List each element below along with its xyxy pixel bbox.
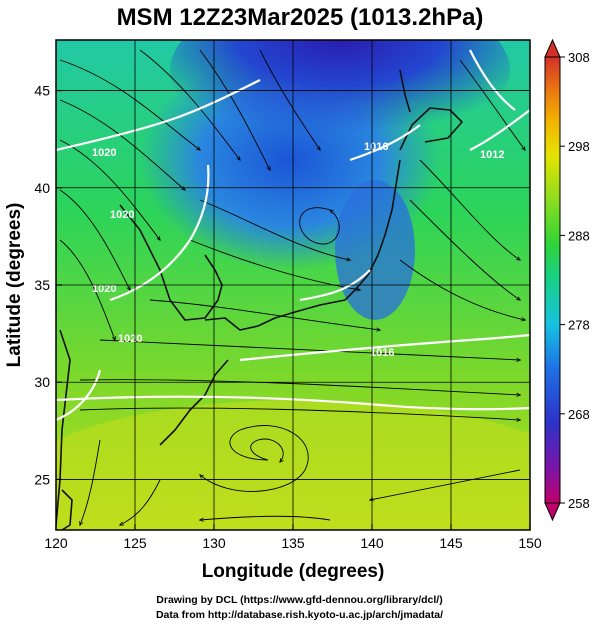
colorbar-gradient — [544, 56, 561, 504]
y-tick-label: 45 — [34, 83, 50, 99]
isobar — [349, 124, 421, 162]
isobar-label: 1020 — [118, 333, 142, 345]
coastlines — [56, 69, 463, 530]
colorbar-tick-label: 278 — [568, 318, 590, 333]
isobar — [56, 369, 102, 422]
colorbar-tick-label: 298 — [568, 139, 590, 154]
isobar-label: 1020 — [110, 209, 134, 221]
streamline — [370, 469, 521, 500]
y-axis: 25 30 35 40 45 — [34, 83, 62, 487]
streamline — [399, 259, 525, 320]
isobar-label: 1020 — [92, 147, 116, 159]
isobar-label: 1020 — [92, 283, 116, 295]
streamline — [200, 425, 309, 492]
streamline — [59, 99, 185, 190]
streamline — [200, 515, 331, 520]
colorbar: 308 298 288 278 268 258 — [544, 38, 590, 522]
isobar-label: 1016 — [364, 141, 388, 153]
cold-air-north — [170, 40, 510, 150]
isobar-label: 1016 — [370, 347, 394, 359]
isobar-labels: 1020 1016 1012 1020 1020 1016 1020 — [92, 141, 504, 359]
figure-title: MSM 12Z23Mar2025 (1013.2hPa) — [117, 4, 484, 31]
colorbar-tick-label: 258 — [568, 496, 590, 511]
isobar — [469, 49, 516, 111]
y-tick-label: 40 — [34, 180, 50, 196]
streamline — [79, 379, 520, 395]
x-tick-label: 125 — [123, 535, 147, 551]
kyushu-shikoku-coastline — [204, 289, 356, 331]
x-axis: 120 125 130 135 140 145 150 — [44, 524, 542, 551]
ryukyu-islands — [159, 359, 229, 446]
credit-data: Data from http://database.rish.kyoto-u.a… — [155, 609, 444, 621]
isobar — [56, 395, 530, 411]
streamline — [139, 49, 240, 160]
streamline — [120, 479, 161, 525]
streamline — [99, 339, 520, 360]
y-tick-label: 35 — [34, 277, 50, 293]
isobar — [469, 109, 530, 151]
colorbar-top-arrow — [544, 38, 561, 58]
colorbar-tick-label: 288 — [568, 228, 590, 243]
colorbar-tick-label: 268 — [568, 407, 590, 422]
x-tick-label: 140 — [360, 535, 384, 551]
lat-lon-grid — [56, 40, 530, 530]
x-tick-label: 120 — [44, 535, 68, 551]
streamline — [59, 139, 160, 240]
streamline — [79, 407, 520, 420]
isobar — [299, 269, 371, 302]
korea-coastline — [119, 204, 223, 321]
streamline — [459, 59, 525, 150]
streamline — [409, 199, 520, 300]
y-axis-title: Latitude (degrees) — [4, 203, 25, 368]
isobars — [56, 49, 530, 422]
x-axis-title: Longitude (degrees) — [202, 561, 385, 582]
streamline — [419, 159, 520, 260]
credit-drawing: Drawing by DCL (https://www.gfd-dennou.o… — [156, 594, 443, 606]
colorbar-ticks: 308 298 288 278 268 258 — [560, 50, 590, 511]
x-tick-label: 130 — [202, 535, 226, 551]
streamline — [259, 49, 320, 150]
colorbar-tick-label: 308 — [568, 50, 590, 65]
streamline — [189, 239, 360, 290]
y-tick-label: 30 — [34, 374, 50, 390]
x-tick-label: 135 — [281, 535, 305, 551]
y-tick-label: 25 — [34, 471, 50, 487]
streamline — [299, 207, 340, 245]
isobar — [109, 164, 210, 302]
x-tick-label: 150 — [518, 535, 542, 551]
sakhalin-coastline — [399, 69, 411, 113]
china-coastline — [56, 329, 71, 526]
streamline — [80, 439, 101, 525]
isobar — [239, 333, 530, 362]
isobar-label: 1012 — [480, 149, 504, 161]
streamline — [199, 49, 270, 170]
colorbar-bottom-arrow — [544, 502, 561, 522]
streamline — [59, 189, 130, 290]
streamline — [59, 239, 115, 340]
streamline — [149, 299, 380, 330]
wind-streamlines — [59, 49, 525, 525]
streamline — [199, 199, 350, 260]
taiwan-coastline — [61, 489, 73, 530]
honshu-coastline — [354, 159, 401, 291]
x-tick-label: 145 — [439, 535, 463, 551]
streamline — [59, 59, 200, 150]
isobar — [56, 79, 261, 152]
streamline — [250, 438, 284, 462]
hokkaido-coastline — [399, 107, 463, 151]
map-plot-area: 1020 1016 1012 1020 1020 1016 1020 — [56, 40, 530, 530]
